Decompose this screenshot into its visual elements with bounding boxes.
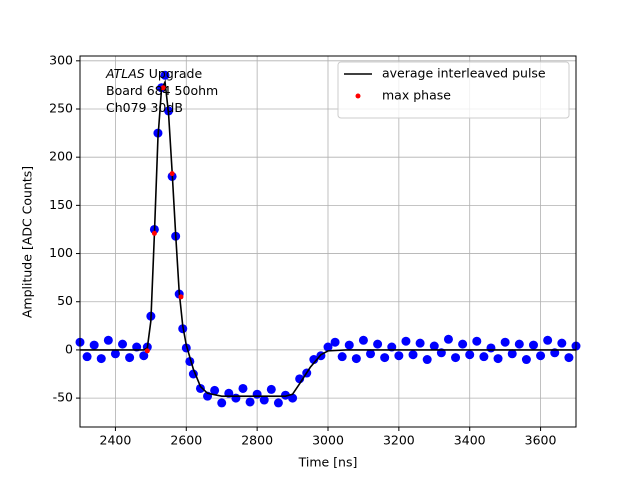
sample-point — [458, 339, 468, 349]
legend-box — [337, 61, 570, 119]
sample-point — [160, 70, 170, 80]
sample-point — [394, 351, 404, 361]
annotation-line: Board 684 50ohm — [106, 83, 218, 98]
max-phase-point — [178, 294, 184, 300]
x-tick-label: 3400 — [454, 433, 486, 448]
sample-point — [118, 339, 128, 349]
legend-marker — [355, 93, 361, 99]
sample-point — [330, 337, 340, 347]
sample-point — [309, 355, 319, 365]
y-tick-label: -50 — [53, 390, 73, 405]
sample-point — [252, 389, 262, 399]
max-phase-point — [169, 171, 175, 177]
x-tick-label: 2600 — [170, 433, 202, 448]
sample-point — [139, 351, 149, 361]
annotation-line: Ch079 30dB — [106, 100, 183, 115]
sample-point — [273, 398, 283, 408]
sample-point — [486, 343, 496, 353]
sample-point — [472, 336, 482, 346]
legend-label: max phase — [382, 88, 451, 103]
sample-point — [217, 398, 227, 408]
sample-point — [543, 335, 553, 345]
sample-point — [238, 383, 248, 393]
sample-point — [528, 340, 538, 350]
x-tick-label: 3600 — [525, 433, 557, 448]
sample-point — [344, 340, 354, 350]
y-tick-label: 50 — [57, 293, 73, 308]
sample-point — [103, 335, 113, 345]
max-phase-point — [144, 348, 150, 354]
sample-point — [564, 353, 574, 363]
x-tick-label: 3000 — [312, 433, 344, 448]
sample-point — [443, 334, 453, 344]
plot-data — [75, 70, 581, 408]
y-tick-label: 150 — [49, 197, 73, 212]
y-tick-label: 0 — [65, 341, 73, 356]
sample-point — [500, 337, 510, 347]
sample-point — [401, 336, 411, 346]
x-tick-label: 2400 — [100, 433, 132, 448]
sample-point — [479, 352, 489, 362]
sample-point — [245, 397, 255, 407]
sample-point — [366, 349, 376, 359]
sample-point — [210, 385, 220, 395]
sample-point — [451, 353, 461, 363]
sample-point — [195, 383, 205, 393]
plot-frame — [79, 55, 577, 428]
sample-point — [507, 349, 517, 359]
sample-point — [415, 338, 425, 348]
sample-point — [493, 354, 503, 364]
annotation: ATLAS Upgrade Board 684 50ohm Ch079 30dB — [105, 66, 218, 115]
y-tick-label: 300 — [49, 52, 73, 67]
sample-point — [557, 338, 567, 348]
sample-point — [323, 342, 333, 352]
x-axis-label: Time [ns] — [298, 455, 358, 470]
sample-point — [89, 340, 99, 350]
sample-point — [514, 339, 524, 349]
pulse-line — [80, 79, 576, 397]
sample-point — [110, 349, 120, 359]
sample-point — [429, 341, 439, 351]
y-tick-label: 100 — [49, 245, 73, 260]
sample-point — [521, 355, 531, 365]
x-tick-label: 2800 — [241, 433, 273, 448]
sample-point — [465, 350, 475, 360]
sample-point — [408, 350, 418, 360]
y-axis-label: Amplitude [ADC Counts] — [20, 166, 35, 318]
sample-point — [259, 395, 269, 405]
legend-label: average interleaved pulse — [382, 66, 546, 81]
annotation-line: ATLAS — [105, 66, 145, 81]
sample-point — [288, 393, 298, 403]
sample-point — [380, 353, 390, 363]
sample-point — [358, 335, 368, 345]
sample-point — [125, 353, 135, 363]
sample-point — [82, 352, 92, 362]
annotation-line: Upgrade — [149, 66, 203, 81]
sample-point — [231, 393, 241, 403]
sample-point — [266, 384, 276, 394]
sample-point — [280, 390, 290, 400]
max-phase-point — [160, 85, 166, 91]
sample-point — [536, 351, 546, 361]
sample-point — [96, 354, 106, 364]
sample-point — [351, 354, 361, 364]
y-tick-label: 250 — [49, 101, 73, 116]
x-tick-label: 3200 — [383, 433, 415, 448]
max-phase-point — [151, 230, 157, 236]
sample-point — [422, 355, 432, 365]
sample-point — [373, 339, 383, 349]
y-tick-label: 200 — [49, 149, 73, 164]
sample-point — [337, 352, 347, 362]
